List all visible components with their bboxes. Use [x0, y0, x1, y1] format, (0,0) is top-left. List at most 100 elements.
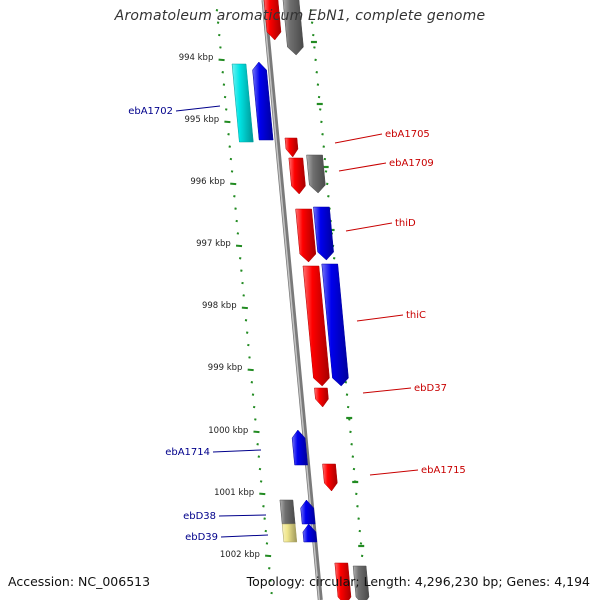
- tick-mark: [264, 529, 268, 533]
- tick-mark: [359, 542, 363, 545]
- label-leader-line: [356, 314, 404, 322]
- tick-mark: [230, 170, 234, 173]
- backbone-line: [261, 0, 323, 601]
- tick-mark: [234, 207, 237, 210]
- tick-mark: [345, 393, 349, 396]
- gene-feature[interactable]: [281, 523, 298, 543]
- tick-mark: [229, 157, 233, 161]
- gene-feature[interactable]: [302, 265, 330, 387]
- tick-mark: [235, 244, 243, 248]
- scale-labels: 994 kbp 995 kbp 996 kbp 997 kbp 998 kbp 999 k…: [179, 53, 260, 560]
- tick-mark: [315, 71, 318, 74]
- gene-label[interactable]: ebD37: [414, 383, 447, 394]
- gene-feature[interactable]: [263, 0, 282, 41]
- label-leader-line: [212, 449, 262, 453]
- gene-feature[interactable]: [322, 463, 338, 492]
- gene-label[interactable]: ebA1709: [389, 158, 434, 169]
- gene-feature[interactable]: [313, 206, 334, 261]
- gene-feature[interactable]: [302, 523, 318, 543]
- tick-mark: [320, 120, 323, 124]
- tick-mark: [323, 157, 327, 161]
- tick-mark: [324, 170, 328, 173]
- gene-feature[interactable]: [252, 61, 274, 141]
- tick-mark: [317, 95, 321, 99]
- tick-mark: [259, 492, 266, 496]
- gene-feature[interactable]: [284, 137, 299, 158]
- tick-mark: [245, 331, 249, 334]
- accession-label: Accession: NC_006513: [8, 574, 151, 589]
- tick-mark: [346, 405, 350, 409]
- tick-mark: [256, 443, 259, 446]
- tick-mark: [233, 195, 236, 198]
- gene-feature[interactable]: [291, 429, 308, 466]
- tick-mark: [350, 443, 353, 446]
- tick-mark: [235, 219, 238, 223]
- tick-mark: [265, 554, 272, 558]
- label-leader-line: [220, 534, 269, 538]
- label-leader-line: [175, 105, 221, 112]
- tick-mark: [257, 455, 261, 458]
- label-leader-line: [218, 514, 267, 517]
- tick-mark: [215, 9, 219, 12]
- label-leader-line: [338, 162, 387, 172]
- tick-mark: [247, 343, 250, 347]
- tick-mark: [259, 480, 263, 483]
- gene-label[interactable]: ebA1705: [385, 129, 430, 140]
- tick-mark: [248, 356, 251, 359]
- tick-mark: [309, 9, 313, 12]
- tick-mark: [348, 418, 351, 421]
- tick-mark: [355, 492, 358, 496]
- tick-mark: [270, 591, 273, 595]
- tick-mark: [224, 120, 231, 124]
- tick-mark: [253, 430, 260, 434]
- tick-mark: [322, 145, 325, 148]
- tick-mark: [358, 529, 362, 533]
- gene-feature[interactable]: [231, 63, 254, 143]
- genome-backbone: [261, 0, 323, 601]
- tick-mark: [252, 405, 256, 409]
- scale-label: 995 kbp: [185, 115, 220, 125]
- gene-feature[interactable]: [306, 154, 326, 194]
- topology-label: Topology: circular; Length: 4,296,230 bp…: [246, 574, 590, 589]
- tick-mark: [250, 381, 254, 384]
- tick-mark: [344, 381, 348, 384]
- tick-mark: [352, 467, 356, 471]
- gene-label[interactable]: ebA1702: [128, 106, 173, 117]
- scale-label: 998 kbp: [202, 301, 237, 311]
- gene-feature[interactable]: [314, 387, 329, 408]
- tick-mark: [269, 579, 272, 582]
- gene-label[interactable]: ebA1715: [421, 465, 466, 476]
- gene-label[interactable]: ebD39: [185, 532, 218, 543]
- gene-label[interactable]: thiD: [395, 218, 416, 229]
- gene-feature[interactable]: [321, 263, 349, 387]
- tick-mark: [268, 567, 271, 570]
- gene-feature[interactable]: [282, 0, 304, 56]
- tick-mark: [254, 418, 257, 421]
- tick-mark: [221, 71, 224, 74]
- tick-mark: [312, 33, 315, 37]
- gene-label[interactable]: ebA1714: [165, 447, 210, 458]
- tick-mark: [316, 83, 320, 86]
- tick-mark: [360, 554, 364, 558]
- genome-title: Aromatoleum aromaticum EbN1, complete ge…: [114, 8, 486, 24]
- tick-mark: [223, 95, 227, 99]
- tick-mark: [265, 542, 269, 545]
- tick-mark: [241, 306, 248, 310]
- scale-label: 1002 kbp: [220, 550, 260, 560]
- gene-label[interactable]: thiC: [406, 310, 426, 321]
- tick-mark: [310, 21, 314, 24]
- tick-mark: [321, 133, 324, 136]
- gene-feature[interactable]: [295, 208, 317, 263]
- tick-mark: [247, 368, 254, 372]
- scale-label: 994 kbp: [179, 53, 214, 63]
- gene-feature[interactable]: [288, 157, 306, 195]
- tick-mark: [241, 281, 244, 285]
- backbone-highlight: [262, 0, 321, 601]
- tick-mark: [325, 182, 329, 186]
- gene-label[interactable]: ebD38: [183, 511, 216, 522]
- gene-feature[interactable]: [279, 499, 296, 525]
- tick-mark: [349, 430, 352, 434]
- tick-mark: [251, 393, 255, 396]
